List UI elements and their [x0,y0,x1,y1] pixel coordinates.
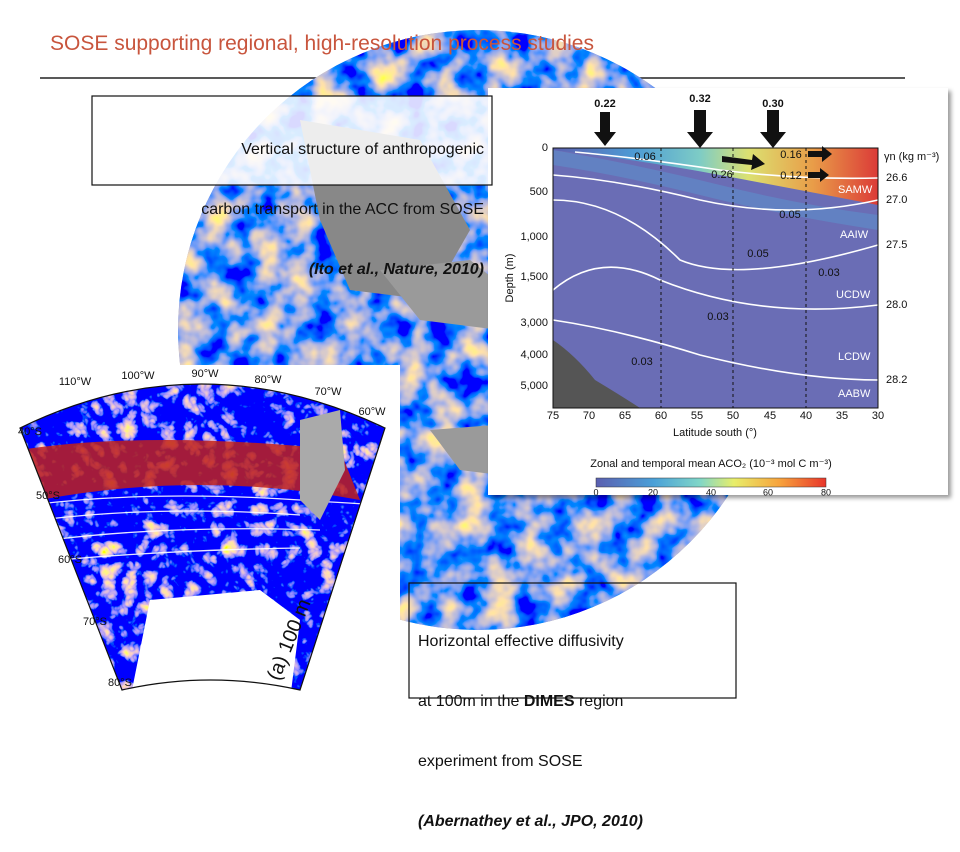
flux-label: 0.05 [779,209,800,221]
density-label: γn (kg m⁻³) [884,151,939,163]
latitude-tick: 50 [727,410,739,422]
caption-line: Vertical structure of anthropogenic [241,141,484,158]
section-figure: 0.22 0.32 0.30 0.06 0.16 0.26 0.12 0.05 … [488,88,948,497]
flux-label: 0.12 [780,170,801,182]
abernathey-caption: Horizontal effective diffusivity at 100m… [418,592,643,852]
x-axis-label: Latitude south (°) [673,427,757,439]
slide-title: SOSE supporting regional, high-resolutio… [50,32,594,55]
latitude-tick: 40 [800,410,812,422]
latitude-label: 70°S [83,616,107,628]
latitude-tick: 60 [655,410,667,422]
caption-citation: (Ito et al., Nature, 2010) [308,261,484,278]
surface-high [553,148,878,205]
density-value: 27.5 [886,239,907,251]
flux-label: 0.03 [707,311,728,323]
caption-line: Horizontal effective diffusivity [418,633,624,650]
flux-label: 0.05 [747,248,768,260]
high-diffusivity-band [20,440,360,500]
caption-line: at 100m in the DIMES region [418,692,643,712]
colorbar-tick: 80 [821,487,831,497]
latitude-label: 50°S [36,490,60,502]
latitude-tick: 35 [836,410,848,422]
longitude-label: 110°W [59,376,92,388]
caption-citation: (Abernathey et al., JPO, 2010) [418,813,643,830]
land-patch [380,260,520,330]
flux-label: 0.06 [634,151,655,163]
caption-text: region [574,693,624,710]
depth-tick: 0 [542,142,548,154]
water-mass: SAMW [838,184,873,196]
latitude-tick: 55 [691,410,703,422]
longitude-label: 90°W [191,368,219,380]
depth-tick: 3,000 [520,317,548,329]
caption-line: carbon transport in the ACC from SOSE [201,201,484,218]
map-frame [19,383,386,691]
section-lines [660,148,807,408]
colorbar-tick: 0 [593,487,598,497]
density-value: 27.0 [886,194,907,206]
water-mass: AABW [838,388,871,400]
latitude-label: 60°S [58,554,82,566]
latitude-tick: 30 [872,410,884,422]
latitude-label: 80°S [108,677,132,689]
latitude-label: 40°S [18,426,42,438]
caption-text: at 100m in the [418,693,524,710]
longitude-label: 60°W [358,406,386,418]
top-flux: 0.22 [594,98,615,110]
latitude-tick: 70 [583,410,595,422]
depth-tick: 500 [530,186,548,198]
flux-label: 0.03 [818,267,839,279]
depth-tick: 1,000 [520,231,548,243]
map-contours [29,495,385,561]
top-flux: 0.32 [689,93,710,105]
colorbar-label: Zonal and temporal mean ACO₂ (10⁻³ mol C… [590,458,831,470]
flux-label: 0.26 [711,169,732,181]
colorbar [595,477,827,488]
latitude-tick: 65 [619,410,631,422]
graphics: 0.22 0.32 0.30 0.06 0.16 0.26 0.12 0.05 … [8,30,948,699]
water-mass: LCDW [838,351,871,363]
density-value: 26.6 [886,172,907,184]
water-mass: AAIW [840,229,869,241]
flux-arrows [594,110,832,182]
depth-tick: 1,500 [520,271,548,283]
plot-frame [552,147,879,409]
flux-label: 0.03 [631,356,652,368]
dimes-map: 110°W 100°W 90°W 80°W 70°W 60°W 40°S 50°… [8,365,400,698]
ito-caption: Vertical structure of anthropogenic carb… [96,100,484,300]
latitude-tick: 45 [764,410,776,422]
south-america [300,410,345,520]
caption-box [91,95,493,186]
caption-box [408,582,737,699]
slide: 0.22 0.32 0.30 0.06 0.16 0.26 0.12 0.05 … [8,30,948,830]
longitude-label: 100°W [121,370,155,382]
longitude-label: 70°W [314,386,342,398]
colorbar-tick: 20 [648,487,658,497]
caption-bold: DIMES [523,693,575,710]
depth-tick: 4,000 [520,349,548,361]
top-flux: 0.30 [762,98,783,110]
longitude-label: 80°W [254,374,282,386]
latitude-tick: 75 [547,410,559,422]
y-axis-label: Depth (m) [504,254,516,303]
density-value: 28.2 [886,374,907,386]
density-contours [552,151,879,381]
water-mass: UCDW [836,289,871,301]
depth-tick: 5,000 [520,380,548,392]
flux-label: 0.16 [780,149,801,161]
colorbar-tick: 40 [706,487,716,497]
density-value: 28.0 [886,299,907,311]
ice-shelf [130,590,300,690]
colorbar-tick: 60 [763,487,773,497]
topography [553,340,640,408]
caption-line: experiment from SOSE [418,753,583,770]
